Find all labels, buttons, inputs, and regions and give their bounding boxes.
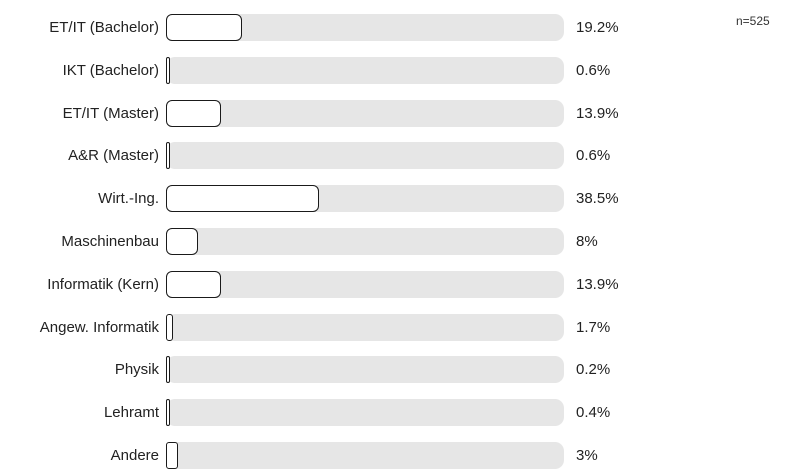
category-label: ET/IT (Bachelor) — [49, 19, 159, 36]
bar — [166, 399, 170, 426]
bar-track — [166, 228, 564, 255]
category-label: ET/IT (Master) — [62, 105, 159, 122]
category-label: Maschinenbau — [61, 233, 159, 250]
category-label: Informatik (Kern) — [47, 276, 159, 293]
bar — [166, 185, 319, 212]
value-label: 3% — [576, 447, 598, 464]
bar-track — [166, 100, 564, 127]
bar-track — [166, 314, 564, 341]
value-label: 0.6% — [576, 147, 611, 164]
bar — [166, 271, 221, 298]
category-label: Angew. Informatik — [39, 319, 159, 336]
bar-track — [166, 399, 564, 426]
bar — [166, 356, 170, 383]
value-label: 13.9% — [576, 105, 619, 122]
category-label: Wirt.-Ing. — [98, 190, 159, 207]
bar — [166, 14, 242, 41]
sample-size-label: n=525 — [736, 14, 770, 28]
bar — [166, 57, 170, 84]
bar-track — [166, 142, 564, 169]
value-label: 0.4% — [576, 404, 611, 421]
bar — [166, 142, 170, 169]
category-label: Andere — [110, 447, 159, 464]
value-label: 0.2% — [576, 361, 611, 378]
value-label: 13.9% — [576, 276, 619, 293]
bar-track — [166, 57, 564, 84]
value-label: 0.6% — [576, 62, 611, 79]
category-label: Physik — [114, 361, 159, 378]
bar-track — [166, 356, 564, 383]
bar — [166, 314, 173, 341]
bar — [166, 100, 221, 127]
category-label: A&R (Master) — [68, 147, 159, 164]
value-label: 19.2% — [576, 19, 619, 36]
category-label: IKT (Bachelor) — [62, 62, 159, 79]
value-label: 8% — [576, 233, 598, 250]
value-label: 1.7% — [576, 319, 611, 336]
category-label: Lehramt — [103, 404, 159, 421]
bar — [166, 228, 198, 255]
value-label: 38.5% — [576, 190, 619, 207]
bar-track — [166, 271, 564, 298]
